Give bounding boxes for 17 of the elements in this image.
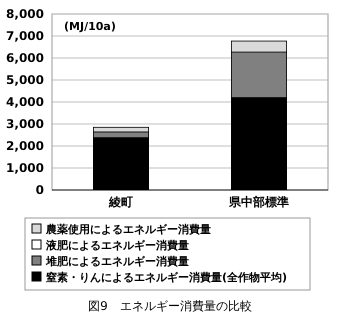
y-tick-label: 7,000: [6, 29, 44, 44]
y-axis-title: (MJ/10a): [64, 20, 116, 33]
legend-label: 堆肥によるエネルギー消費量: [45, 254, 189, 268]
legend-label: 農薬使用によるエネルギー消費量: [45, 222, 211, 236]
x-tick-label: 綾町: [108, 195, 133, 209]
y-tick-label: 4,000: [6, 95, 44, 110]
y-tick-label: 8,000: [6, 7, 44, 22]
y-tick-label: 2,000: [6, 139, 44, 154]
y-tick-label: 1,000: [6, 161, 44, 176]
y-tick-label: 0: [36, 183, 44, 198]
y-tick-label: 3,000: [6, 117, 44, 132]
legend-label: 液肥によるエネルギー消費量: [45, 238, 189, 252]
y-tick-label: 6,000: [6, 51, 44, 66]
legend-label: 窒素・りんによるエネルギー消費量(全作物平均): [46, 270, 288, 284]
x-tick-label: 県中部標準: [228, 195, 289, 209]
y-tick-label: 5,000: [6, 73, 44, 88]
text: 図9 エネルギー消費量の比較: [88, 299, 252, 313]
